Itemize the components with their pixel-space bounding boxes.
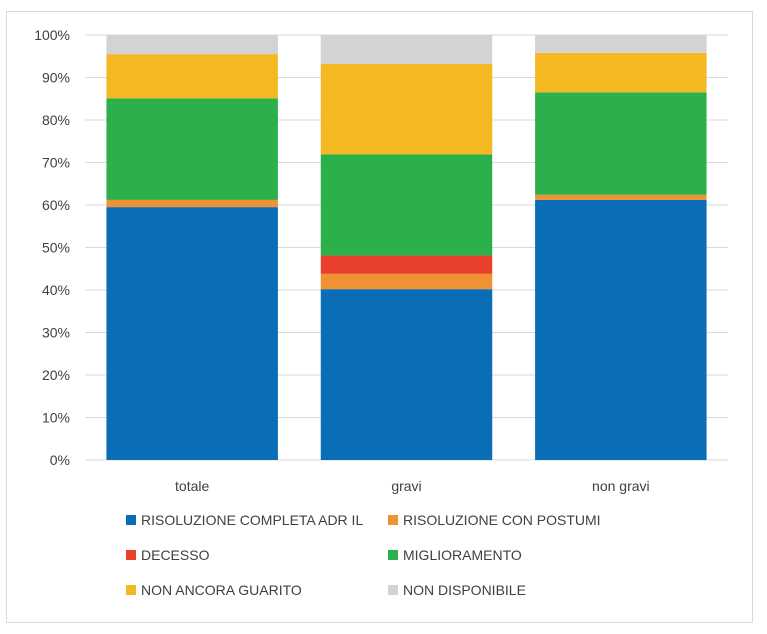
bar-segment [320,255,493,274]
legend-label: MIGLIORAMENTO [403,547,522,563]
y-tick-label: 30% [42,325,70,341]
x-category-label: gravi [391,478,421,494]
y-tick-label: 80% [42,112,70,128]
bar-segment [106,98,278,200]
y-tick-label: 90% [42,70,70,86]
bar-segment [320,35,493,64]
bar-segment [320,289,493,460]
y-tick-label: 40% [42,282,70,298]
legend: RISOLUZIONE COMPLETA ADR IL RISOLUZIONE C… [126,512,601,598]
y-tick-label: 50% [42,240,70,256]
legend-label: NON ANCORA GUARITO [141,582,302,598]
legend-label: RISOLUZIONE CON POSTUMI [403,512,601,528]
y-tick-label: 20% [42,367,70,383]
x-category-label: totale [175,478,209,494]
bar-segment [106,35,278,55]
legend-swatch [126,550,136,560]
legend-label: DECESSO [141,547,210,563]
y-tick-label: 0% [50,452,70,468]
bar-segment [320,273,493,290]
y-tick-label: 10% [42,410,70,426]
legend-swatch [126,585,136,595]
bar-segment [320,154,493,256]
legend-label: NON DISPONIBILE [403,582,526,598]
y-tick-label: 70% [42,155,70,171]
legend-swatch [126,515,136,525]
bar-segment [320,63,493,155]
bar-segment [106,207,278,460]
x-axis-categories: totale gravi non gravi [175,478,650,494]
y-axis-ticks: 0% 10% 20% 30% 40% 50% 60% 70% 80% 90% 100% [34,27,70,468]
bar-segment [106,54,278,99]
y-tick-label: 100% [34,27,70,43]
y-tick-label: 60% [42,197,70,213]
x-category-label: non gravi [592,478,650,494]
bar-segment [106,199,278,208]
bar-segment [535,92,707,195]
bar-segment [535,199,707,460]
bar-segment [535,194,707,200]
bar-segment [535,35,707,53]
bars [106,35,707,460]
legend-swatch [388,550,398,560]
legend-swatch [388,515,398,525]
bar-segment [535,52,707,93]
legend-label: RISOLUZIONE COMPLETA ADR IL [141,512,363,528]
legend-swatch [388,585,398,595]
